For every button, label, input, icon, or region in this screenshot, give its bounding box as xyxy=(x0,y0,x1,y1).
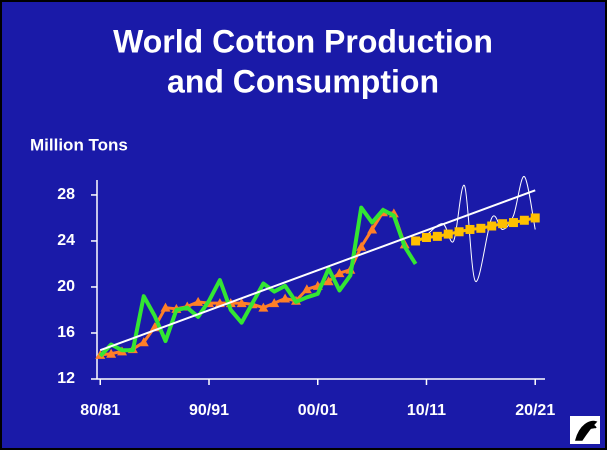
square-marker xyxy=(498,219,508,229)
y-tick-label: 24 xyxy=(57,232,75,249)
y-tick-label: 20 xyxy=(57,278,75,295)
logo-mark xyxy=(575,420,598,441)
square-marker xyxy=(508,218,518,228)
square-marker xyxy=(443,229,453,239)
square-marker xyxy=(487,221,497,231)
y-axis-label: Million Tons xyxy=(30,135,128,154)
triangle-marker xyxy=(138,337,149,347)
series-line xyxy=(99,189,536,352)
x-tick-label: 10/11 xyxy=(407,402,446,419)
chart-title: and Consumption xyxy=(167,63,439,99)
triangle-marker xyxy=(269,298,280,308)
square-marker xyxy=(454,227,464,237)
triangle-marker xyxy=(301,284,312,294)
square-marker xyxy=(432,231,442,241)
triangle-marker xyxy=(193,296,204,306)
square-marker xyxy=(421,233,431,243)
square-marker xyxy=(411,236,421,246)
x-tick-label: 80/81 xyxy=(80,402,120,419)
triangle-marker xyxy=(356,241,367,251)
triangle-marker xyxy=(367,224,378,234)
square-marker xyxy=(465,224,475,234)
y-tick-label: 16 xyxy=(57,324,75,341)
triangle-marker xyxy=(258,302,269,312)
triangle-marker xyxy=(334,268,345,278)
square-marker xyxy=(476,223,486,233)
chart-title: World Cotton Production xyxy=(113,23,493,59)
triangle-marker xyxy=(323,276,334,286)
triangle-marker xyxy=(280,293,291,303)
y-tick-label: 28 xyxy=(57,186,75,203)
square-marker xyxy=(519,215,529,225)
triangle-marker xyxy=(106,348,117,358)
triangle-marker xyxy=(236,298,247,308)
x-tick-label: 90/91 xyxy=(189,402,229,419)
triangle-marker xyxy=(160,302,171,312)
x-tick-label: 20/21 xyxy=(515,402,555,419)
y-tick-label: 12 xyxy=(57,370,75,387)
x-tick-label: 00/01 xyxy=(298,402,338,419)
square-marker xyxy=(530,213,540,223)
logo xyxy=(570,416,600,444)
